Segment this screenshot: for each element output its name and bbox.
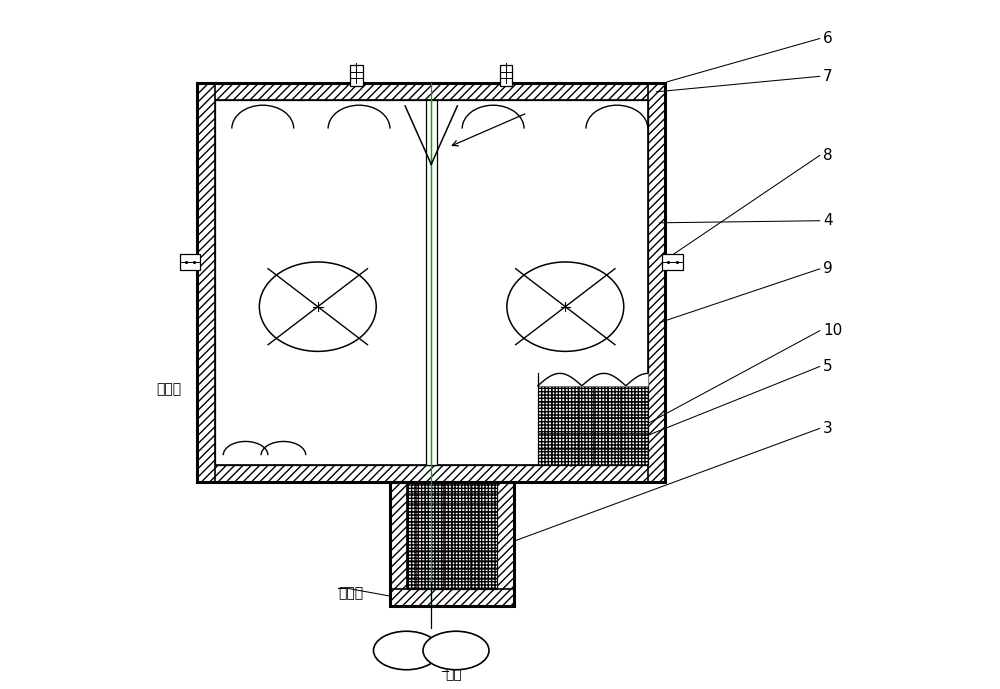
Text: 6: 6 xyxy=(823,31,833,46)
Text: 10: 10 xyxy=(823,323,842,338)
Bar xyxy=(390,482,407,606)
Bar xyxy=(500,65,512,86)
Text: 8: 8 xyxy=(823,148,833,163)
Bar xyxy=(426,101,437,465)
Bar xyxy=(197,83,215,482)
Bar xyxy=(497,482,514,606)
Bar xyxy=(215,101,648,465)
Bar xyxy=(390,588,514,606)
Text: 4: 4 xyxy=(823,213,833,228)
Ellipse shape xyxy=(507,262,624,351)
Polygon shape xyxy=(538,373,648,386)
Bar xyxy=(538,386,648,465)
Bar xyxy=(390,482,514,606)
Text: 3: 3 xyxy=(823,421,833,436)
Bar xyxy=(407,482,497,588)
Ellipse shape xyxy=(259,262,376,351)
Bar xyxy=(648,83,665,482)
Bar xyxy=(197,83,665,101)
Bar xyxy=(197,83,665,482)
Bar xyxy=(390,482,514,606)
Ellipse shape xyxy=(373,631,439,670)
Text: 9: 9 xyxy=(823,261,833,276)
Bar xyxy=(350,65,363,86)
Bar xyxy=(407,484,497,588)
Ellipse shape xyxy=(423,631,489,670)
Text: 5: 5 xyxy=(823,359,833,374)
Text: 风机: 风机 xyxy=(445,668,462,681)
Text: 进风口: 进风口 xyxy=(338,586,364,600)
Bar xyxy=(197,465,665,482)
Text: 7: 7 xyxy=(823,69,833,84)
Text: 排风口: 排风口 xyxy=(156,382,181,396)
Bar xyxy=(197,83,665,482)
Bar xyxy=(662,254,683,269)
Bar xyxy=(180,254,200,269)
